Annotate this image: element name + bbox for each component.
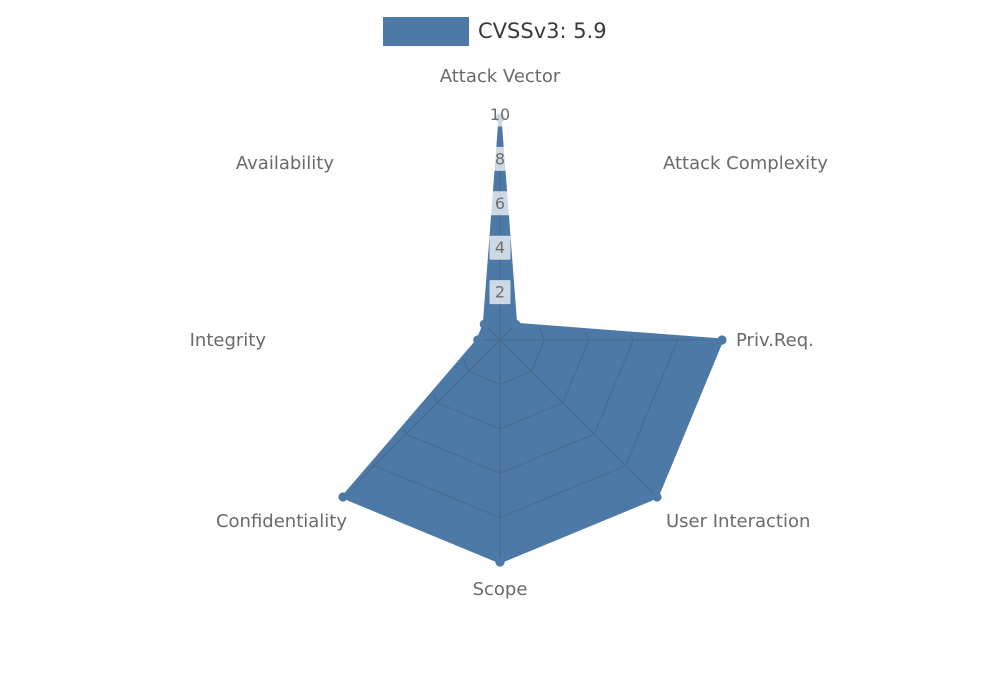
rtick-box [489,235,511,260]
axis-label-priv-req: Priv.Req. [736,330,814,351]
legend: CVSSv3: 5.9 [383,17,607,46]
vertex-marker-attack-complexity [511,319,521,329]
axis-label-attack-vector: Attack Vector [440,66,561,87]
axis-label-attack-complexity: Attack Complexity [663,153,828,174]
vertex-marker-priv-req [717,335,727,345]
grid-spoke [499,339,658,498]
rtick-label-8: 8 [495,149,505,168]
axis-label-user-interaction: User Interaction [666,511,810,532]
rtick-box [489,280,511,305]
axis-label-confidentiality: Confidentiality [216,511,347,532]
rtick-label-10: 10 [490,105,510,124]
axis-label-scope: Scope [473,579,528,600]
rtick-label-6: 6 [495,194,505,213]
vertex-marker-confidentiality [338,492,348,502]
rtick-box [489,146,511,171]
axis-label-integrity: Integrity [190,330,267,351]
rtick-box [489,191,511,216]
rtick-label-2: 2 [495,283,505,302]
vertex-marker-integrity [473,335,483,345]
grid-spoke [499,182,658,341]
vertex-marker-scope [495,557,505,567]
rtick-box [485,102,515,127]
axis-label-availability: Availability [236,153,334,174]
grid-spoke [343,339,501,498]
legend-label: CVSSv3: 5.9 [478,19,607,43]
vertex-marker-availability [479,319,489,329]
vertex-marker-user-interaction [652,492,662,502]
legend-swatch [383,17,469,46]
rtick-label-4: 4 [495,238,505,257]
grid-spoke [343,182,501,341]
